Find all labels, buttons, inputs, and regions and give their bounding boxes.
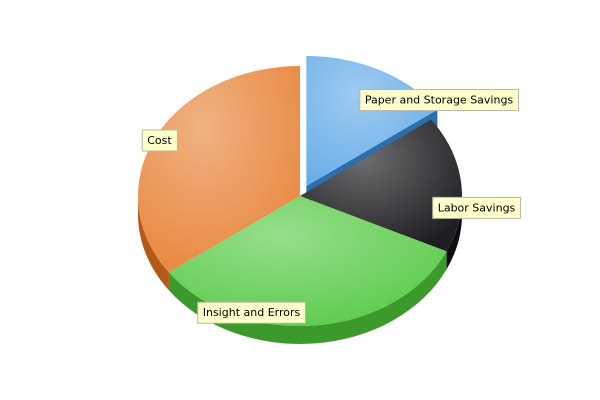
slice-label-box (141, 129, 178, 152)
slice-highlight-cost (138, 66, 300, 273)
slice-label-text: Cost (147, 134, 172, 147)
slice-label-labor-savings: Labor Savings (432, 196, 522, 219)
slice-highlight-labor-savings (300, 119, 462, 252)
slice-tops (138, 55, 462, 326)
slice-side-cost (138, 196, 169, 291)
slice-label-paper-and-storage-savings: Paper and Storage Savings (359, 89, 519, 112)
slice-label-insight-and-errors: Insight and Errors (197, 301, 307, 324)
slice-label-box (359, 89, 519, 112)
slice-label-text: Paper and Storage Savings (365, 94, 514, 107)
slice-label-cost: Cost (141, 129, 178, 152)
slice-label-box (432, 196, 522, 219)
slice-label-box (197, 301, 307, 324)
slice-highlight-paper-and-storage-savings (306, 55, 438, 186)
slice-label-text: Labor Savings (438, 201, 516, 214)
slice-label-text: Insight and Errors (203, 306, 301, 319)
slice-highlight-insight-and-errors (168, 196, 447, 326)
slice-labels: Paper and Storage Savings Labor Savings In… (141, 89, 522, 324)
slice-side-labor-savings (446, 196, 462, 270)
